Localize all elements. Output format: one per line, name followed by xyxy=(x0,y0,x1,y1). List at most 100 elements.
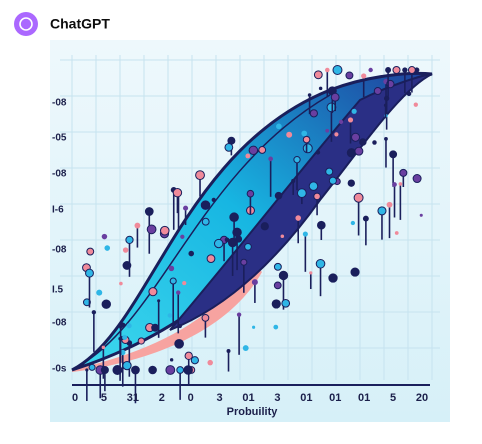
dot xyxy=(309,109,318,118)
dot xyxy=(351,132,361,142)
dot xyxy=(148,287,158,297)
dot xyxy=(183,365,193,375)
x-label: 31 xyxy=(127,392,139,404)
dot xyxy=(125,235,134,245)
x-axis-title: Probuility xyxy=(227,406,279,418)
dot xyxy=(325,128,330,133)
dot xyxy=(246,189,255,198)
dot xyxy=(332,65,343,75)
dot xyxy=(122,247,129,253)
dot xyxy=(207,359,213,366)
dot xyxy=(419,213,423,217)
dot xyxy=(406,91,412,97)
dot xyxy=(200,200,211,210)
dot xyxy=(325,167,334,176)
dot xyxy=(229,212,239,222)
dot xyxy=(245,153,251,159)
dot xyxy=(313,70,323,80)
dot xyxy=(242,345,249,352)
x-label: 2 xyxy=(159,392,165,404)
dot xyxy=(328,176,337,185)
dot xyxy=(151,323,160,332)
dot xyxy=(211,197,216,203)
dot xyxy=(101,299,111,309)
dot xyxy=(119,325,123,329)
x-label: 20 xyxy=(416,392,428,404)
dot xyxy=(295,215,302,221)
dot xyxy=(126,323,132,329)
dot xyxy=(82,298,91,307)
dot xyxy=(302,231,308,237)
dot xyxy=(271,299,281,309)
dot xyxy=(195,170,205,181)
dot xyxy=(347,179,355,187)
dot xyxy=(137,337,145,345)
dot xyxy=(122,261,132,270)
dot xyxy=(274,191,283,200)
dot xyxy=(402,67,408,73)
chat-header: ChatGPT xyxy=(14,12,110,36)
dot xyxy=(377,206,387,216)
dot xyxy=(182,280,187,286)
dot xyxy=(157,299,161,303)
dot xyxy=(100,365,109,375)
dot xyxy=(273,281,282,290)
dot xyxy=(350,267,360,277)
x-label: 01 xyxy=(358,392,370,404)
dot xyxy=(101,345,106,350)
dot xyxy=(309,271,313,275)
dot xyxy=(286,131,293,138)
dot xyxy=(317,220,326,230)
dot xyxy=(258,146,267,154)
dot xyxy=(354,146,364,156)
navy-band xyxy=(169,73,433,331)
dot xyxy=(273,262,282,271)
dot xyxy=(318,86,323,91)
dot xyxy=(96,289,103,296)
y-label: -08 xyxy=(52,245,67,256)
dot xyxy=(346,148,357,158)
generated-image[interactable]: -08-05-08I-6-08I.5-08-0s0 5 31 2 0 3 01 3 01 01 01… xyxy=(50,40,450,422)
dot xyxy=(330,92,340,102)
scatter-decoration xyxy=(82,65,423,404)
x-label: 5 xyxy=(101,392,107,404)
dot xyxy=(276,123,282,130)
dot xyxy=(389,150,398,159)
dot xyxy=(308,181,319,191)
dot xyxy=(325,67,330,73)
dot xyxy=(227,237,238,248)
dot xyxy=(168,265,175,272)
dot xyxy=(302,135,311,144)
dot xyxy=(120,349,126,356)
y-label: -08 xyxy=(52,169,67,180)
dot xyxy=(176,290,181,295)
dot xyxy=(302,143,313,154)
dot xyxy=(86,247,95,256)
y-label: -08 xyxy=(52,98,67,109)
dot xyxy=(159,225,170,236)
dot xyxy=(176,366,184,374)
y-label: -05 xyxy=(52,133,67,144)
dot xyxy=(413,102,418,107)
dot xyxy=(119,281,123,286)
dot xyxy=(353,192,364,203)
dot xyxy=(169,277,177,285)
sender-name: ChatGPT xyxy=(50,16,110,32)
dot xyxy=(232,227,242,238)
dot xyxy=(184,351,193,361)
x-label: 3 xyxy=(217,392,223,404)
dot xyxy=(350,220,356,226)
dot xyxy=(307,93,312,97)
y-label: I.5 xyxy=(52,285,64,296)
dot xyxy=(338,119,344,125)
dot xyxy=(172,188,183,198)
dot xyxy=(224,143,234,152)
y-label: -08 xyxy=(52,318,67,329)
dot xyxy=(273,324,279,330)
dot xyxy=(268,156,273,162)
dot xyxy=(334,132,339,137)
x-label: 01 xyxy=(329,392,341,404)
dot xyxy=(240,258,248,266)
dot xyxy=(392,182,397,187)
